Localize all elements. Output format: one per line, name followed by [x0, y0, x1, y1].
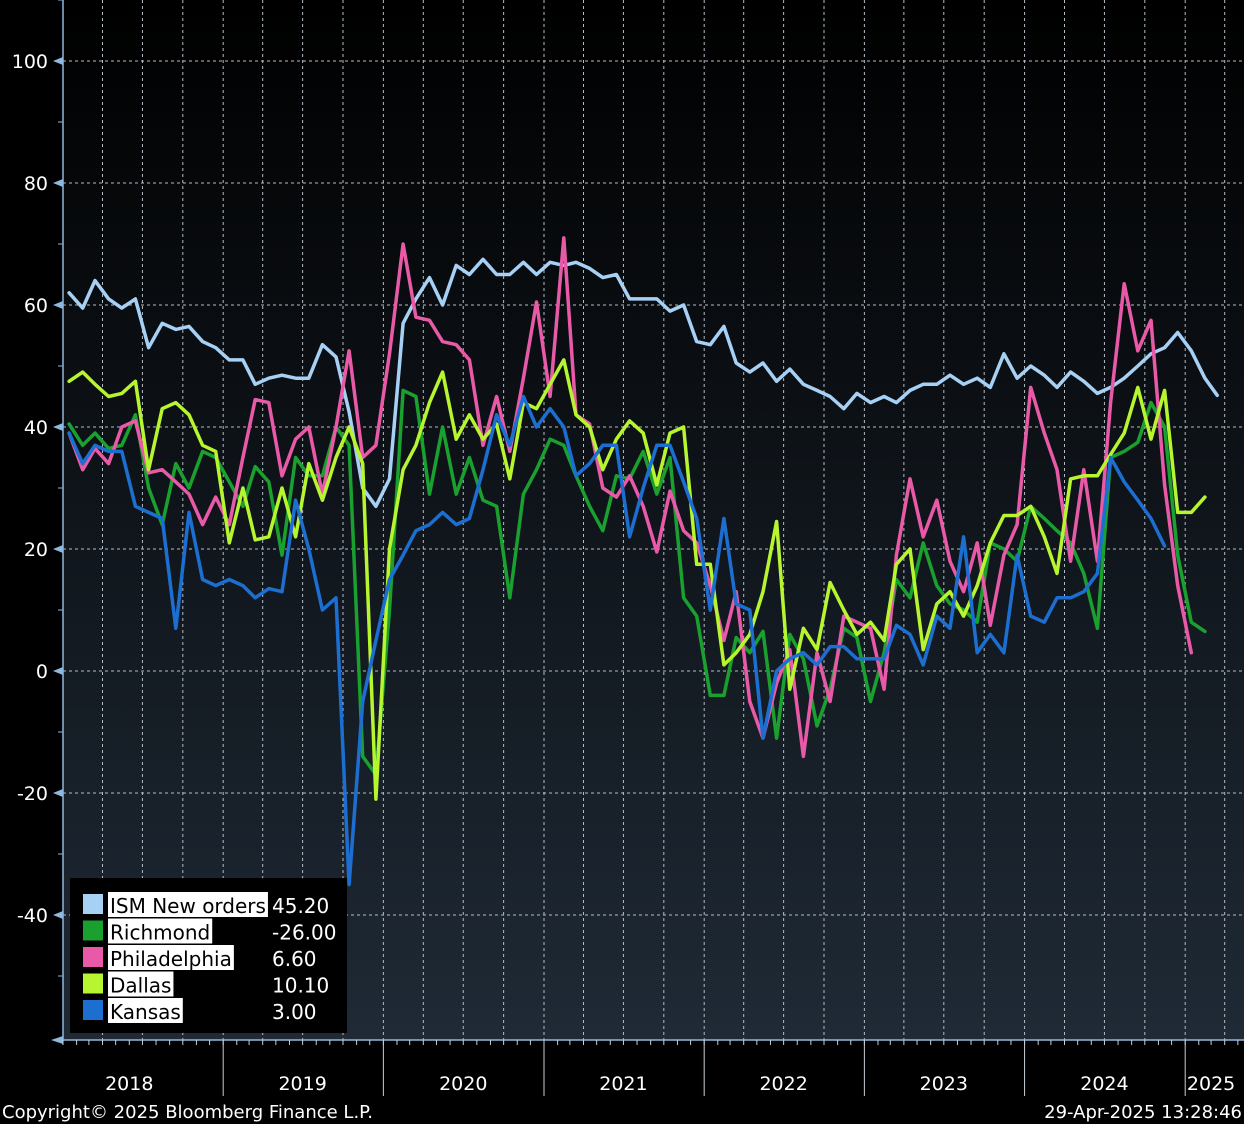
- legend-value: 3.00: [272, 1000, 317, 1024]
- y-tick-label: 0: [36, 661, 48, 683]
- legend-swatch: [83, 894, 103, 914]
- x-tick-label: 2020: [439, 1073, 487, 1095]
- legend-swatch: [83, 920, 103, 941]
- legend-swatch: [83, 947, 103, 967]
- legend-label-highlight: [108, 998, 183, 1023]
- x-tick-label: 2023: [920, 1073, 968, 1095]
- legend-value: -26.00: [272, 921, 336, 945]
- legend-label-highlight: [108, 945, 234, 970]
- x-tick-label: 2022: [759, 1073, 807, 1095]
- x-tick-label: 2025: [1187, 1073, 1235, 1095]
- y-tick-mark: [53, 545, 63, 553]
- y-tick-mark: [53, 57, 63, 65]
- y-tick-label: 20: [24, 539, 48, 561]
- y-tick-label: 80: [24, 173, 48, 195]
- series-line-kansas: [67, 394, 1167, 887]
- y-tick-mark: [53, 179, 63, 187]
- axes: 100 80 60 40 20 0 -20 -40 2018 2019 2020 2021 2022 20…: [12, 0, 1244, 1096]
- x-tick-label: 2024: [1080, 1073, 1128, 1095]
- y-tick-mark: [53, 667, 63, 675]
- x-axis-band: [63, 1040, 1244, 1100]
- y-tick-label: 100: [12, 51, 48, 73]
- y-tick-mark: [53, 301, 63, 309]
- legend-label: Richmond: [110, 921, 210, 945]
- y-tick-label: -40: [17, 905, 48, 927]
- legend-value: 6.60: [272, 947, 317, 971]
- series-line-dallas: [67, 358, 1207, 801]
- series-line-philadelphia: [67, 236, 1194, 759]
- legend-value: 45.20: [272, 894, 329, 918]
- legend-label-highlight: [108, 892, 268, 917]
- copyright-text: Copyright© 2025 Bloomberg Finance L.P.: [2, 1102, 373, 1123]
- legend-value: 10.10: [272, 974, 329, 998]
- y-tick-label: 60: [24, 295, 48, 317]
- legend-label: Kansas: [110, 1000, 181, 1024]
- axis-origin-marker: [51, 1036, 63, 1044]
- legend-swatch: [83, 973, 103, 994]
- y-tick-mark: [53, 789, 63, 797]
- legend-label: Dallas: [110, 974, 171, 998]
- y-tick-label: 40: [24, 417, 48, 439]
- legend-swatch: [83, 1000, 103, 1020]
- x-tick-label: 2019: [278, 1073, 326, 1095]
- grid: [63, 0, 1244, 1040]
- legend-label-highlight: [108, 971, 174, 997]
- x-tick-label: 2021: [599, 1073, 647, 1095]
- y-tick-label: -20: [17, 783, 48, 805]
- series-line-ism-new-orders: [67, 257, 1219, 509]
- legend: ISM New orders 45.20 Richmond -26.00 Philade…: [70, 878, 347, 1033]
- y-tick-mark: [53, 911, 63, 919]
- legend-label: Philadelphia: [110, 947, 232, 971]
- series-lines: [67, 236, 1219, 887]
- legend-label: ISM New orders: [110, 894, 266, 918]
- legend-label-highlight: [108, 918, 213, 944]
- x-tick-label: 2018: [105, 1073, 153, 1095]
- y-tick-mark: [53, 423, 63, 431]
- timestamp-text: 29-Apr-2025 13:28:46: [1044, 1102, 1242, 1123]
